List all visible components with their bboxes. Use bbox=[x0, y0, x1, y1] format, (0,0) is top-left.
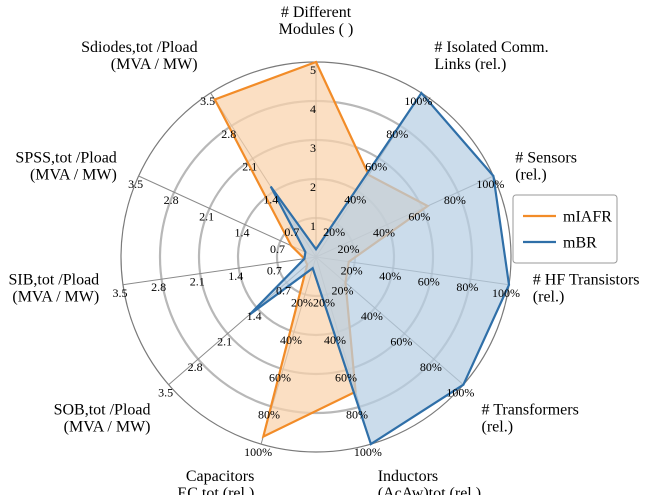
tick-label: 2.1 bbox=[217, 335, 232, 349]
tick-label: 1 bbox=[310, 219, 316, 233]
tick-label: 40% bbox=[373, 226, 395, 240]
tick-label: 60% bbox=[418, 275, 440, 289]
tick-label: 100% bbox=[244, 445, 272, 459]
tick-label: 20% bbox=[313, 295, 335, 309]
axis-label: Sdiodes,tot /Pload (MVA / MW) bbox=[81, 39, 197, 73]
tick-label: 1.4 bbox=[247, 309, 262, 323]
tick-label: 80% bbox=[258, 408, 280, 422]
tick-label: 2.1 bbox=[242, 160, 257, 174]
axis-label: SPSS,tot /Pload (MVA / MW) bbox=[15, 150, 116, 184]
tick-label: 0.7 bbox=[270, 242, 285, 256]
axis-label: Inductors (AcAw)tot (rel.) bbox=[378, 468, 481, 495]
tick-label: 100% bbox=[476, 177, 504, 191]
tick-label: 3.5 bbox=[158, 386, 173, 400]
series-area-mbr bbox=[248, 91, 511, 446]
tick-label: 40% bbox=[361, 309, 383, 323]
tick-label: 80% bbox=[386, 127, 408, 141]
axis-label: # Different Modules ( ) bbox=[279, 4, 354, 38]
axis-label: # Isolated Comm. Links (rel.) bbox=[434, 39, 548, 73]
tick-label: 80% bbox=[420, 360, 442, 374]
tick-label: 5 bbox=[310, 63, 316, 77]
tick-label: 60% bbox=[269, 370, 291, 384]
tick-label: 2 bbox=[310, 180, 316, 194]
axis-labels: # Different Modules ( ) # Isolated Comm. Li… bbox=[9, 4, 640, 495]
tick-label: 100% bbox=[446, 386, 474, 400]
tick-label: 20% bbox=[291, 295, 313, 309]
axis-label: # Sensors (rel.) bbox=[515, 150, 577, 184]
tick-label: 3.5 bbox=[200, 94, 215, 108]
tick-label: 20% bbox=[323, 225, 345, 239]
tick-label: 60% bbox=[335, 370, 357, 384]
tick-label: 80% bbox=[456, 280, 478, 294]
tick-label: 40% bbox=[379, 269, 401, 283]
legend-label-mbr: mBR bbox=[563, 235, 597, 252]
axis-label: # Transformers (rel.) bbox=[482, 401, 579, 435]
legend-box bbox=[512, 194, 618, 264]
axis-label: Capacitors EC,tot (rel.) bbox=[177, 468, 254, 495]
tick-label: 100% bbox=[354, 445, 382, 459]
tick-label: 60% bbox=[365, 160, 387, 174]
tick-label: 2.1 bbox=[190, 275, 205, 289]
legend: mIAFR mBR bbox=[512, 194, 618, 264]
tick-label: 2.8 bbox=[221, 127, 236, 141]
legend-label-miafr: mIAFR bbox=[563, 209, 612, 226]
tick-label: 2.1 bbox=[199, 209, 214, 223]
tick-label: 100% bbox=[492, 286, 520, 300]
tick-label: 100% bbox=[404, 94, 432, 108]
axis-label: # HF Transistors (rel.) bbox=[533, 272, 640, 306]
tick-label: 0.7 bbox=[267, 264, 282, 278]
tick-label: 60% bbox=[390, 335, 412, 349]
tick-label: 3.5 bbox=[113, 286, 128, 300]
tick-label: 0.7 bbox=[276, 284, 291, 298]
tick-label: 40% bbox=[344, 192, 366, 206]
tick-label: 3.5 bbox=[128, 177, 143, 191]
series-areas bbox=[213, 60, 511, 446]
tick-label: 20% bbox=[332, 284, 354, 298]
tick-label: 2.8 bbox=[151, 280, 166, 294]
tick-label: 20% bbox=[338, 242, 360, 256]
tick-label: 2.8 bbox=[188, 360, 203, 374]
tick-label: 1.4 bbox=[235, 226, 250, 240]
tick-labels: 1 2 3 4 5 20% 40% 60% 80% 100% 20% 40% 60% 80% 100% 20%… bbox=[113, 63, 521, 459]
tick-label: 80% bbox=[346, 408, 368, 422]
tick-label: 20% bbox=[341, 264, 363, 278]
axis-spoke bbox=[138, 175, 317, 258]
tick-label: 40% bbox=[324, 333, 346, 347]
tick-label: 1.4 bbox=[228, 269, 243, 283]
axis-label: SOB,tot /Pload (MVA / MW) bbox=[54, 401, 151, 435]
tick-label: 4 bbox=[310, 102, 316, 116]
tick-label: 60% bbox=[408, 209, 430, 223]
tick-label: 1.4 bbox=[263, 192, 278, 206]
tick-label: 2.8 bbox=[164, 193, 179, 207]
tick-label: 80% bbox=[444, 193, 466, 207]
tick-label: 40% bbox=[280, 333, 302, 347]
axis-label: SIB,tot /Pload (MVA / MW) bbox=[9, 272, 100, 306]
axis-spoke bbox=[122, 256, 317, 286]
tick-label: 3 bbox=[310, 141, 316, 155]
tick-label: 0.7 bbox=[284, 225, 299, 239]
